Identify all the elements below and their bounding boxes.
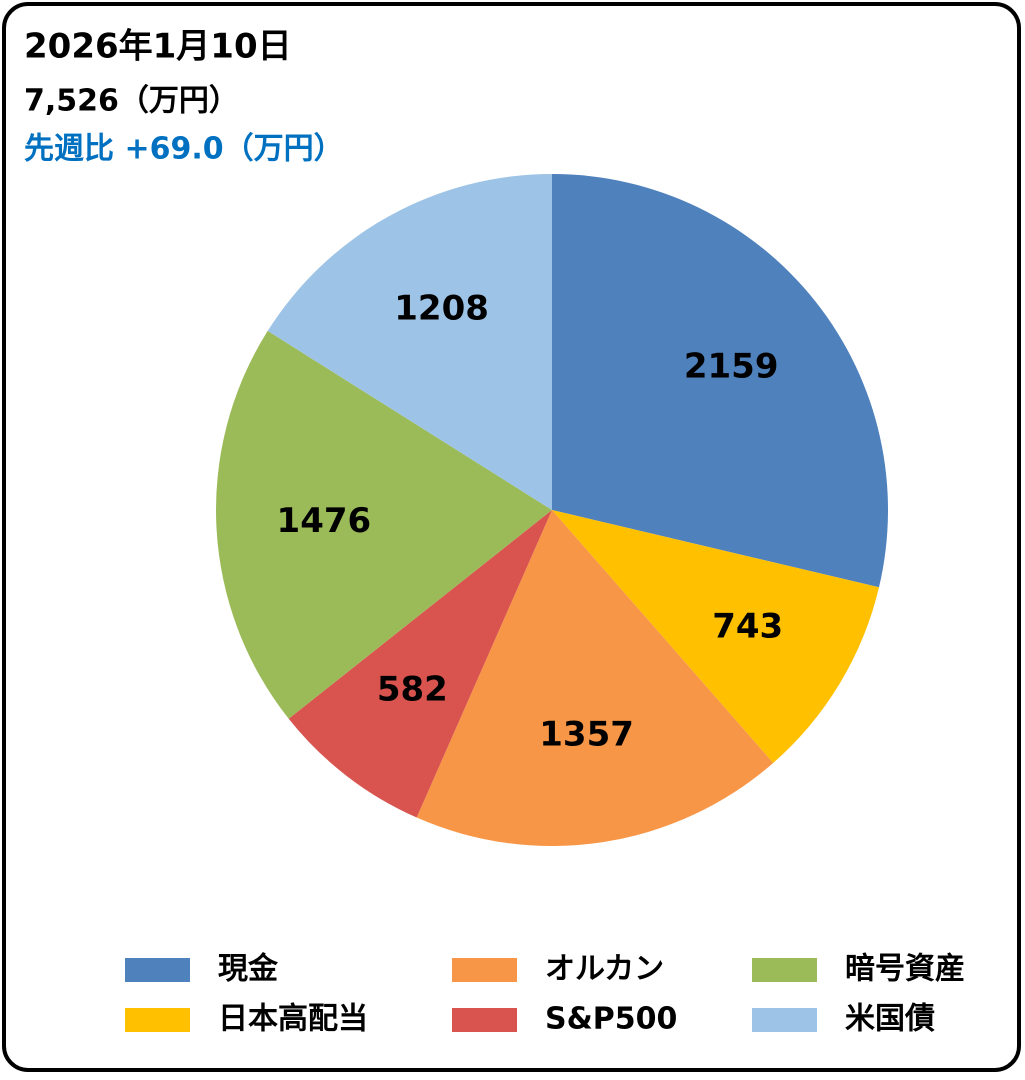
data-label: 1476 bbox=[277, 501, 372, 541]
legend-swatch bbox=[752, 958, 817, 982]
data-label: 743 bbox=[712, 606, 783, 646]
legend-label: 現金 bbox=[218, 952, 279, 987]
weekly-change: 先週比 +69.0（万円） bbox=[24, 132, 344, 167]
legend-label: 暗号資産 bbox=[845, 952, 965, 987]
chart-subtitle: 7,526（万円） bbox=[24, 84, 239, 119]
data-label: 1208 bbox=[394, 288, 489, 328]
legend-swatch bbox=[452, 958, 517, 982]
legend-swatch bbox=[752, 1008, 817, 1032]
legend-swatch bbox=[125, 958, 190, 982]
data-label: 2159 bbox=[684, 347, 779, 387]
legend-label: S&P500 bbox=[545, 1002, 677, 1037]
pie: 2159 743 1357 582 1476 1208 bbox=[215, 173, 888, 846]
data-label: 582 bbox=[377, 669, 448, 709]
pie-slice bbox=[416, 510, 774, 846]
legend-swatch bbox=[125, 1008, 190, 1032]
chart-title: 2026年1月10日 bbox=[24, 27, 292, 67]
pie-slice bbox=[215, 330, 553, 719]
pie-slice bbox=[288, 510, 552, 818]
legend-label: 米国債 bbox=[845, 1002, 935, 1037]
legend-label: 日本高配当 bbox=[218, 1002, 368, 1037]
data-label: 1357 bbox=[539, 714, 634, 754]
pie-slice bbox=[552, 510, 880, 763]
legend-label: オルカン bbox=[545, 952, 664, 987]
pie-slice bbox=[267, 173, 552, 510]
pie-slice bbox=[552, 174, 888, 588]
legend-swatch bbox=[452, 1008, 517, 1032]
